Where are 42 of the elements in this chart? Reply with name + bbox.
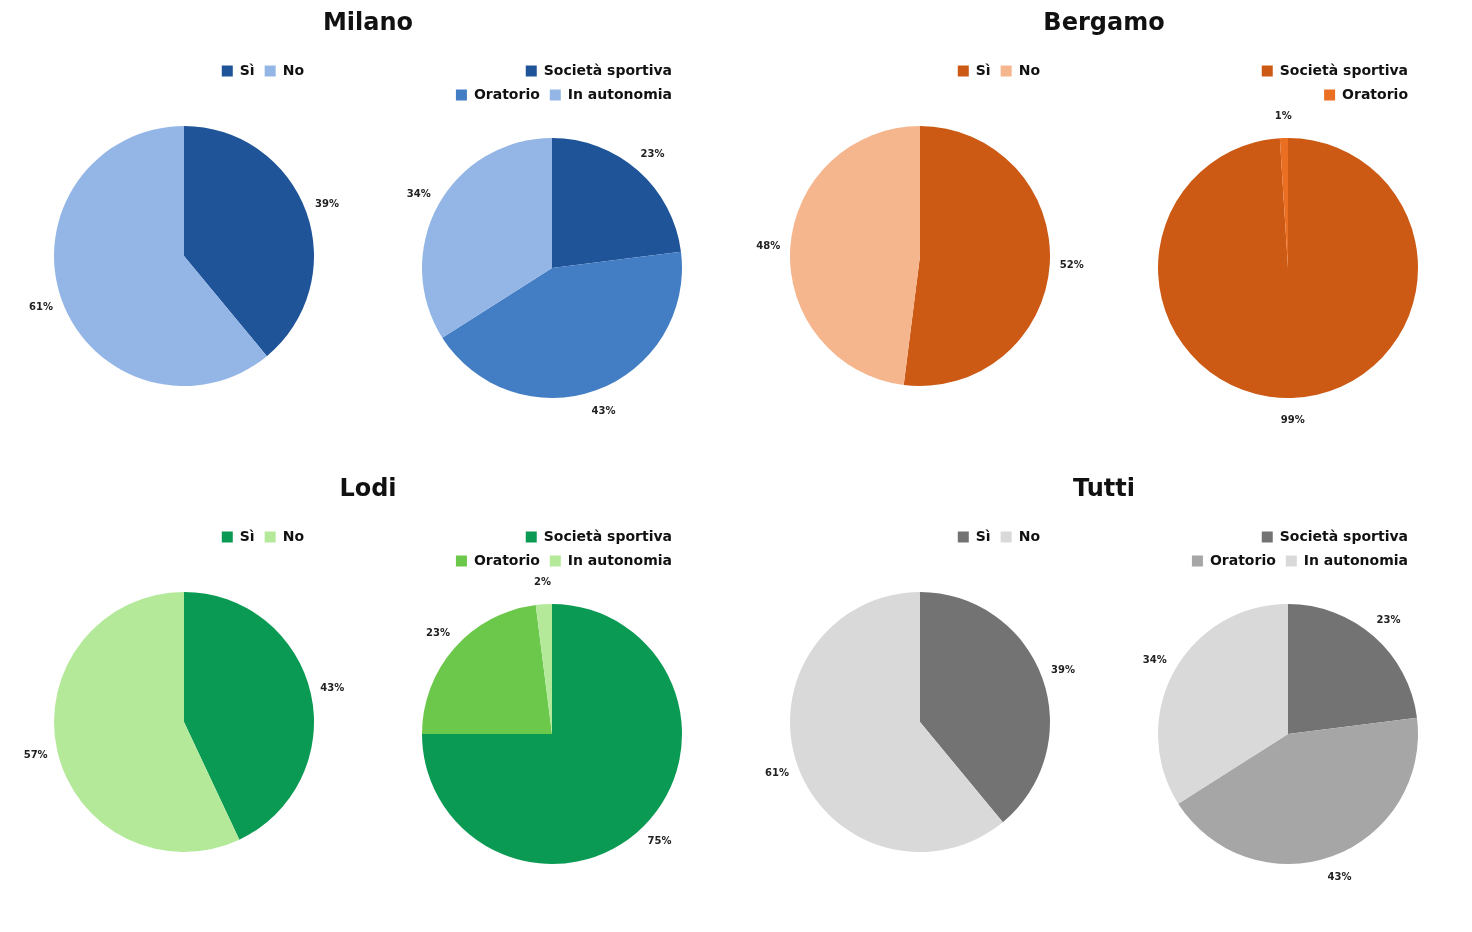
data-label: 23% (1376, 613, 1401, 625)
data-label: 34% (406, 188, 431, 200)
legend-label: Oratorio (473, 551, 541, 568)
legend-label: Sì (239, 61, 255, 78)
legend-label: Società sportiva (1279, 527, 1408, 544)
data-label: 39% (315, 198, 339, 210)
legend-label: Società sportiva (543, 527, 672, 544)
legend-label: Società sportiva (1279, 61, 1408, 78)
data-label: 43% (320, 682, 345, 694)
data-label: 2% (533, 575, 551, 587)
legend-label: Società sportiva (543, 61, 672, 78)
legend-label: Sì (975, 61, 991, 78)
legend-label: In autonomia (1303, 551, 1409, 568)
chart-title: Bergamo (1042, 7, 1166, 38)
legend-label: No (1018, 61, 1041, 78)
data-label: 75% (647, 835, 672, 847)
data-label: 39% (1051, 664, 1075, 676)
legend-label: No (282, 61, 305, 78)
data-label: 43% (591, 404, 616, 416)
data-label: 23% (640, 147, 665, 159)
chart-title: Lodi (338, 473, 398, 504)
legend-label: Sì (975, 527, 991, 544)
legend-label: Oratorio (1342, 85, 1409, 102)
legend-label: Oratorio (1209, 551, 1277, 568)
data-label: 52% (1059, 259, 1084, 271)
data-label: 34% (1142, 654, 1167, 666)
data-label: 99% (1280, 413, 1305, 425)
data-label: 48% (756, 240, 781, 252)
legend-label: Oratorio (473, 85, 541, 102)
chart-title: Tutti (1072, 473, 1136, 504)
data-label: 43% (1327, 870, 1352, 882)
data-label: 23% (426, 627, 450, 639)
legend-label: No (1018, 527, 1041, 544)
data-label: 57% (23, 748, 48, 760)
legend-label: In autonomia (567, 551, 673, 568)
chart-title: Milano (321, 7, 415, 38)
legend-label: No (282, 527, 305, 544)
legend-label: Sì (239, 527, 255, 544)
data-label: 61% (29, 301, 53, 313)
legend-label: In autonomia (567, 85, 673, 102)
data-label: 61% (765, 767, 789, 779)
data-label: 1% (1274, 109, 1292, 121)
